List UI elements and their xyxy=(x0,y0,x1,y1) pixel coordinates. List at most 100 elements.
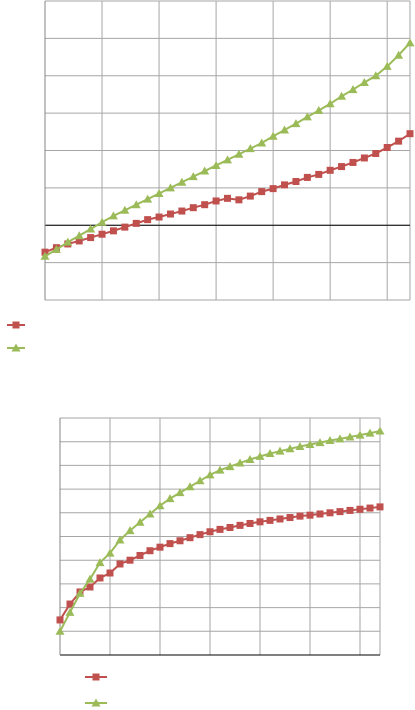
point-marker xyxy=(116,560,124,568)
point-marker xyxy=(121,223,129,231)
point-marker xyxy=(86,583,94,591)
point-marker xyxy=(326,166,334,174)
point-marker xyxy=(268,131,278,140)
point-marker xyxy=(206,528,214,536)
point-marker xyxy=(335,434,345,443)
point-marker xyxy=(195,476,205,485)
point-marker xyxy=(189,204,197,212)
point-marker xyxy=(281,181,289,189)
point-marker xyxy=(223,155,232,164)
point-marker xyxy=(131,200,141,209)
point-marker xyxy=(234,149,244,158)
point-marker xyxy=(325,99,335,108)
point-marker xyxy=(360,154,368,162)
point-marker xyxy=(176,537,184,545)
point-marker xyxy=(215,465,225,474)
point-marker xyxy=(166,210,174,218)
point-marker xyxy=(246,192,254,200)
point-marker xyxy=(120,205,130,214)
legend-marker xyxy=(11,343,21,352)
point-marker xyxy=(136,551,144,559)
point-marker xyxy=(51,245,61,254)
point-marker xyxy=(105,548,115,557)
point-marker xyxy=(178,207,186,215)
point-marker xyxy=(166,540,174,548)
point-marker xyxy=(314,106,324,115)
point-marker xyxy=(292,178,300,186)
point-marker xyxy=(305,440,315,449)
point-marker xyxy=(280,125,290,134)
point-marker xyxy=(74,231,84,240)
point-marker xyxy=(196,531,204,539)
point-marker xyxy=(96,574,104,582)
point-marker xyxy=(185,482,195,491)
point-marker xyxy=(177,177,187,186)
point-marker xyxy=(266,516,274,524)
point-marker xyxy=(372,149,380,157)
point-marker xyxy=(186,534,194,542)
point-marker xyxy=(85,574,95,583)
point-marker xyxy=(97,217,107,226)
point-marker xyxy=(75,237,83,245)
point-marker xyxy=(405,38,415,47)
point-marker xyxy=(346,506,354,514)
point-marker xyxy=(65,607,75,616)
point-marker xyxy=(258,188,266,196)
point-marker xyxy=(383,144,391,152)
point-marker xyxy=(143,194,153,203)
point-marker xyxy=(86,224,96,233)
point-marker xyxy=(269,185,277,193)
point-marker xyxy=(338,163,346,171)
point-marker xyxy=(256,518,264,526)
point-marker xyxy=(365,428,375,437)
point-marker xyxy=(336,508,344,516)
point-marker xyxy=(126,556,134,564)
point-marker xyxy=(376,503,384,511)
point-marker xyxy=(106,569,114,577)
point-marker xyxy=(98,230,106,238)
point-marker xyxy=(382,61,392,70)
point-marker xyxy=(356,505,364,513)
point-marker xyxy=(236,521,244,529)
point-marker xyxy=(245,144,255,153)
point-marker xyxy=(306,511,314,519)
point-marker xyxy=(359,77,369,86)
point-marker xyxy=(371,71,381,80)
point-marker xyxy=(394,50,404,59)
point-marker xyxy=(291,119,301,128)
point-marker xyxy=(146,547,154,555)
point-marker xyxy=(109,227,117,235)
point-marker xyxy=(211,160,221,169)
point-marker xyxy=(257,138,267,147)
point-marker xyxy=(286,514,294,522)
point-marker xyxy=(216,525,224,533)
point-marker xyxy=(225,462,235,471)
point-marker xyxy=(115,535,125,544)
point-marker xyxy=(235,196,243,204)
point-marker xyxy=(165,494,175,503)
point-marker xyxy=(145,509,155,518)
point-marker xyxy=(154,188,164,197)
point-marker xyxy=(275,446,285,455)
point-marker xyxy=(125,526,135,535)
point-marker xyxy=(255,451,265,460)
point-marker xyxy=(326,509,334,517)
point-marker xyxy=(205,470,215,479)
point-marker xyxy=(165,183,175,192)
point-marker xyxy=(315,170,323,178)
point-marker xyxy=(144,216,152,224)
point-marker xyxy=(55,626,65,635)
point-marker xyxy=(276,515,284,523)
point-marker xyxy=(245,454,255,463)
point-marker xyxy=(303,173,311,181)
point-marker xyxy=(56,616,64,624)
point-marker xyxy=(135,517,145,526)
point-marker xyxy=(226,523,234,531)
point-marker xyxy=(316,510,324,518)
legend-marker xyxy=(12,321,20,329)
point-marker xyxy=(175,488,185,497)
point-marker xyxy=(348,85,358,94)
point-marker xyxy=(355,430,365,439)
point-marker xyxy=(201,201,209,209)
